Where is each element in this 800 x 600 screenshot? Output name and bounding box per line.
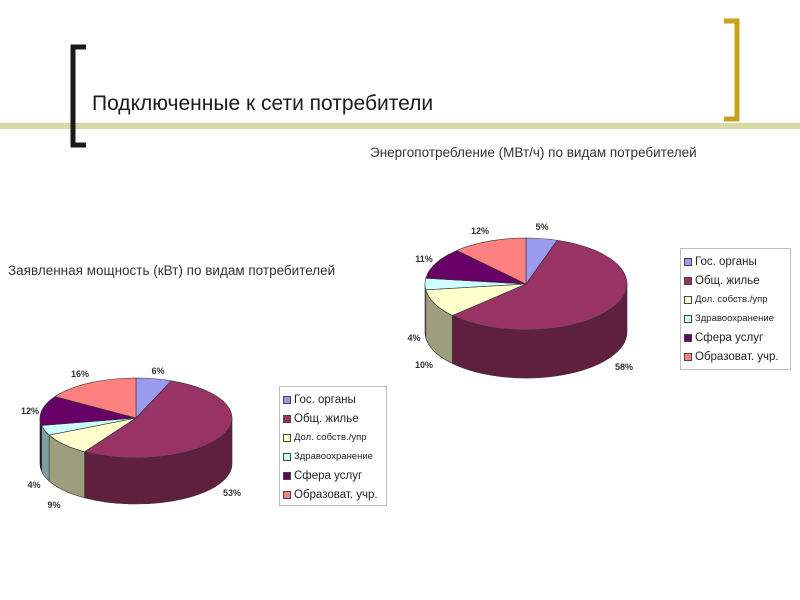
legend-swatch: [283, 490, 291, 499]
legend-swatch: [684, 314, 692, 323]
legend-label: Общ. жилье: [294, 412, 359, 425]
legend-label: Гос. органы: [294, 393, 356, 406]
legend-swatch: [283, 471, 291, 480]
pie-value-label-4: 11%: [415, 254, 433, 264]
legend-item: Образоват. учр.: [684, 347, 787, 366]
left-bracket-icon: [70, 44, 86, 148]
pie-chart-power: 6% 53% 9% 4% 12% 16%: [21, 366, 241, 510]
legend-label: Здравоохранение: [695, 313, 774, 324]
legend-item: Здравоохранение: [684, 309, 787, 328]
slide-title: Подключенные к сети потребители: [92, 92, 434, 115]
title-band: [0, 123, 800, 129]
pie-value-label-1: 53%: [223, 488, 241, 498]
legend-label: Общ. жилье: [695, 274, 760, 287]
pie-value-label-5: 12%: [471, 226, 489, 236]
pie-side-3: [424, 283, 427, 338]
legend-item: Сфера услуг: [283, 466, 383, 485]
legend-item: Образоват. учр.: [283, 485, 383, 504]
legend-swatch: [684, 295, 692, 304]
legend-item: Гос. органы: [684, 252, 787, 271]
pie-value-label-2: 10%: [415, 360, 433, 370]
pie-chart-energy: 5% 58% 10% 4% 11% 12%: [407, 222, 633, 379]
right-bracket-icon: [724, 18, 740, 122]
legend-swatch: [684, 333, 692, 342]
legend-label: Сфера услуг: [695, 331, 764, 344]
pie-slice-4: [39, 396, 137, 426]
legend-item: Дол. собств./упр: [684, 290, 787, 309]
legend-energy: Гос. органы Общ. жилье Дол. собств./упр Здр…: [680, 248, 791, 370]
pie-value-label-1: 58%: [615, 362, 633, 372]
legend-item: Гос. органы: [283, 390, 383, 409]
pie-value-label-3: 4%: [407, 333, 420, 343]
legend-item: Общ. жилье: [684, 271, 787, 290]
legend-label: Образоват. учр.: [294, 488, 378, 501]
pie-slice-5: [456, 237, 527, 285]
legend-swatch: [684, 352, 692, 361]
pie-value-label-2: 9%: [47, 500, 60, 510]
legend-label: Здравоохранение: [294, 451, 373, 462]
legend-label: Сфера услуг: [294, 469, 363, 482]
pie-value-label-4: 12%: [21, 406, 39, 416]
legend-swatch: [684, 257, 692, 266]
legend-label: Дол. собств./упр: [695, 294, 768, 305]
pie-value-label-0: 5%: [535, 222, 548, 232]
legend-item: Здравоохранение: [283, 447, 383, 466]
pie-value-label-3: 4%: [27, 480, 40, 490]
pie-value-label-0: 6%: [151, 366, 164, 376]
legend-swatch: [283, 414, 291, 423]
legend-power: Гос. органы Общ. жилье Дол. собств./упр Здр…: [279, 386, 387, 506]
legend-swatch: [283, 395, 291, 404]
pie-slice-5: [54, 377, 137, 419]
pie-slice-1: [451, 239, 628, 331]
pie-value-label-5: 16%: [71, 369, 89, 379]
legend-item: Сфера услуг: [684, 328, 787, 347]
legend-swatch: [283, 452, 291, 461]
pie-slice-1: [83, 380, 233, 459]
chart-title-power: Заявленная мощность (кВт) по видам потре…: [8, 263, 336, 278]
pie-slice-4: [425, 250, 527, 285]
legend-swatch: [684, 276, 692, 285]
legend-item: Дол. собств./упр: [283, 428, 383, 447]
legend-item: Общ. жилье: [283, 409, 383, 428]
chart-title-energy: Энергопотребление (МВт/ч) по видам потре…: [370, 145, 697, 160]
pie-side-4: [39, 417, 43, 472]
legend-label: Дол. собств./упр: [294, 432, 367, 443]
legend-label: Гос. органы: [695, 255, 757, 268]
legend-swatch: [283, 433, 291, 442]
legend-label: Образоват. учр.: [695, 350, 779, 363]
